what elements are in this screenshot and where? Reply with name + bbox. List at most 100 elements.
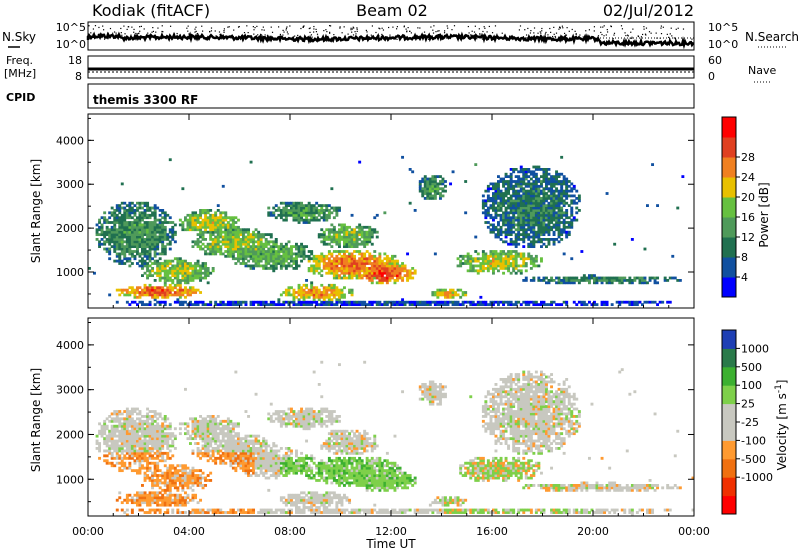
power-cell <box>514 259 518 263</box>
power-cell <box>103 218 107 222</box>
power-cell <box>262 242 266 246</box>
velocity-cell <box>108 432 112 436</box>
power-cell <box>512 194 516 198</box>
power-cell <box>355 262 359 265</box>
power-cell <box>343 293 346 297</box>
power-cell <box>355 269 359 273</box>
power-cell <box>575 211 579 215</box>
noise-search-point <box>650 32 652 34</box>
power-cell <box>529 216 533 220</box>
power-cell <box>567 180 571 183</box>
noise-search-point <box>155 31 157 33</box>
velocity-cell <box>128 415 132 418</box>
power-cell <box>486 197 490 200</box>
power-cell <box>499 233 503 237</box>
power-cell <box>214 218 218 222</box>
power-cell <box>360 242 364 246</box>
power-cell <box>181 271 185 275</box>
power-cell <box>146 223 150 227</box>
power-cell <box>555 223 559 227</box>
power-cell <box>524 177 528 181</box>
power-cell <box>552 199 556 203</box>
power-cell <box>166 279 170 282</box>
power-cell <box>184 216 187 220</box>
power-cell <box>125 235 129 239</box>
power-cell <box>146 262 150 265</box>
noise-search-point <box>375 31 377 34</box>
noise-search-point <box>279 33 282 36</box>
power-cell <box>237 254 240 258</box>
power-cell <box>264 257 268 261</box>
power-cell <box>529 194 533 198</box>
power-cell <box>191 276 195 280</box>
power-cell <box>262 252 266 256</box>
noise-search-point <box>282 34 284 36</box>
power-cell <box>292 213 296 217</box>
power-cell <box>618 281 622 285</box>
power-cell <box>534 204 538 208</box>
velocity-cell <box>141 442 144 445</box>
power-cell <box>560 209 564 212</box>
power-cell <box>257 303 261 307</box>
power-cell <box>141 240 144 244</box>
power-cell <box>593 300 596 304</box>
power-cell <box>519 233 523 237</box>
power-cell <box>514 257 518 261</box>
power-cell <box>120 223 124 227</box>
power-cell <box>474 257 478 261</box>
power-cell <box>550 218 554 222</box>
power-cell <box>115 242 119 246</box>
power-cell <box>302 247 306 251</box>
noise-search-point <box>640 36 643 38</box>
power-cell <box>156 300 160 304</box>
power-cell <box>509 218 513 222</box>
power-cell <box>502 257 506 261</box>
power-cell <box>562 180 566 183</box>
power-cell <box>322 204 326 208</box>
power-cell <box>136 218 139 222</box>
power-cell <box>272 269 276 273</box>
power-cell <box>156 230 160 234</box>
power-cell <box>494 264 498 268</box>
power-cell <box>499 216 503 220</box>
power-cell <box>550 300 554 304</box>
power-cell <box>320 206 324 210</box>
power-cell <box>320 252 324 256</box>
power-cell <box>444 291 447 294</box>
power-cell <box>555 182 559 186</box>
power-cell <box>148 300 152 304</box>
power-cell <box>517 225 521 229</box>
noise-search-point <box>308 27 310 30</box>
power-cell <box>176 293 180 297</box>
power-cell <box>136 286 139 290</box>
noise-search-point <box>624 32 626 34</box>
power-cell <box>446 303 450 307</box>
power-cell <box>517 228 521 232</box>
power-cell <box>214 247 218 251</box>
power-cell <box>522 238 526 241</box>
noise-search-point <box>221 37 223 39</box>
power-cell <box>446 293 450 297</box>
power-cell <box>542 238 546 241</box>
power-cell <box>593 276 596 280</box>
power-cell <box>163 288 167 292</box>
power-cell <box>340 293 344 297</box>
velocity-cell <box>168 503 172 507</box>
power-cell <box>343 286 346 290</box>
noise-search-point <box>264 34 266 36</box>
velocity-cell <box>148 503 152 507</box>
power-cell <box>370 271 374 275</box>
power-cell <box>234 242 238 246</box>
power-cell <box>489 199 493 203</box>
velocity-cell <box>148 469 152 473</box>
velocity-cell <box>130 444 134 448</box>
power-cell <box>327 238 331 241</box>
power-cell <box>418 180 422 183</box>
power-cell <box>517 170 521 174</box>
power-cell <box>148 264 152 268</box>
power-cell <box>161 230 165 234</box>
velocity-cell <box>115 454 119 458</box>
power-cell <box>262 254 266 258</box>
power-cell <box>514 238 518 241</box>
velocity-cell <box>161 439 165 443</box>
